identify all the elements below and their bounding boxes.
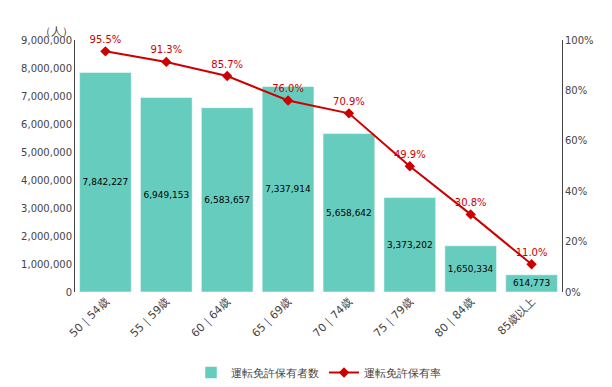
svg-text:1,650,334: 1,650,334 [448, 264, 494, 274]
svg-text:運転免許保有者数: 運転免許保有者数 [231, 367, 319, 380]
svg-text:49.9%: 49.9% [394, 149, 426, 160]
svg-text:3,000,000: 3,000,000 [21, 203, 72, 214]
svg-text:7,337,914: 7,337,914 [265, 184, 311, 194]
svg-text:3,373,202: 3,373,202 [387, 240, 433, 250]
svg-text:80｜84歳: 80｜84歳 [432, 295, 477, 340]
svg-text:0%: 0% [565, 287, 581, 298]
svg-text:11.0%: 11.0% [516, 247, 548, 258]
svg-text:65｜69歳: 65｜69歳 [250, 295, 295, 340]
svg-text:2,000,000: 2,000,000 [21, 231, 72, 242]
svg-text:1,000,000: 1,000,000 [21, 259, 72, 270]
svg-text:9,000,000: 9,000,000 [21, 35, 72, 46]
svg-text:50｜54歳: 50｜54歳 [67, 295, 112, 340]
svg-text:614,773: 614,773 [513, 278, 550, 288]
svg-text:6,949,153: 6,949,153 [143, 190, 189, 200]
svg-text:6,000,000: 6,000,000 [21, 119, 72, 130]
svg-text:5,000,000: 5,000,000 [21, 147, 72, 158]
svg-text:30.8%: 30.8% [455, 197, 487, 208]
svg-text:（人）: （人） [40, 25, 73, 38]
svg-text:85.7%: 85.7% [211, 59, 243, 70]
svg-text:20%: 20% [565, 236, 587, 247]
svg-text:95.5%: 95.5% [90, 34, 122, 45]
svg-text:70.9%: 70.9% [333, 96, 365, 107]
svg-text:60｜64歳: 60｜64歳 [189, 295, 234, 340]
svg-text:76.0%: 76.0% [272, 83, 304, 94]
svg-text:6,583,657: 6,583,657 [204, 195, 250, 205]
svg-text:100%: 100% [565, 35, 594, 46]
svg-text:75｜79歳: 75｜79歳 [371, 295, 416, 340]
svg-text:80%: 80% [565, 85, 587, 96]
svg-text:5,658,642: 5,658,642 [326, 208, 372, 218]
svg-text:7,000,000: 7,000,000 [21, 91, 72, 102]
svg-text:4,000,000: 4,000,000 [21, 175, 72, 186]
svg-text:85歳以上: 85歳以上 [495, 295, 537, 337]
svg-text:40%: 40% [565, 186, 587, 197]
svg-text:91.3%: 91.3% [150, 44, 182, 55]
svg-text:8,000,000: 8,000,000 [21, 63, 72, 74]
svg-text:55｜59歳: 55｜59歳 [128, 295, 173, 340]
svg-text:70｜74歳: 70｜74歳 [310, 295, 355, 340]
svg-text:7,842,227: 7,842,227 [83, 177, 129, 187]
svg-text:0: 0 [66, 287, 72, 298]
svg-text:運転免許保有率: 運転免許保有率 [364, 367, 441, 380]
svg-text:60%: 60% [565, 135, 587, 146]
